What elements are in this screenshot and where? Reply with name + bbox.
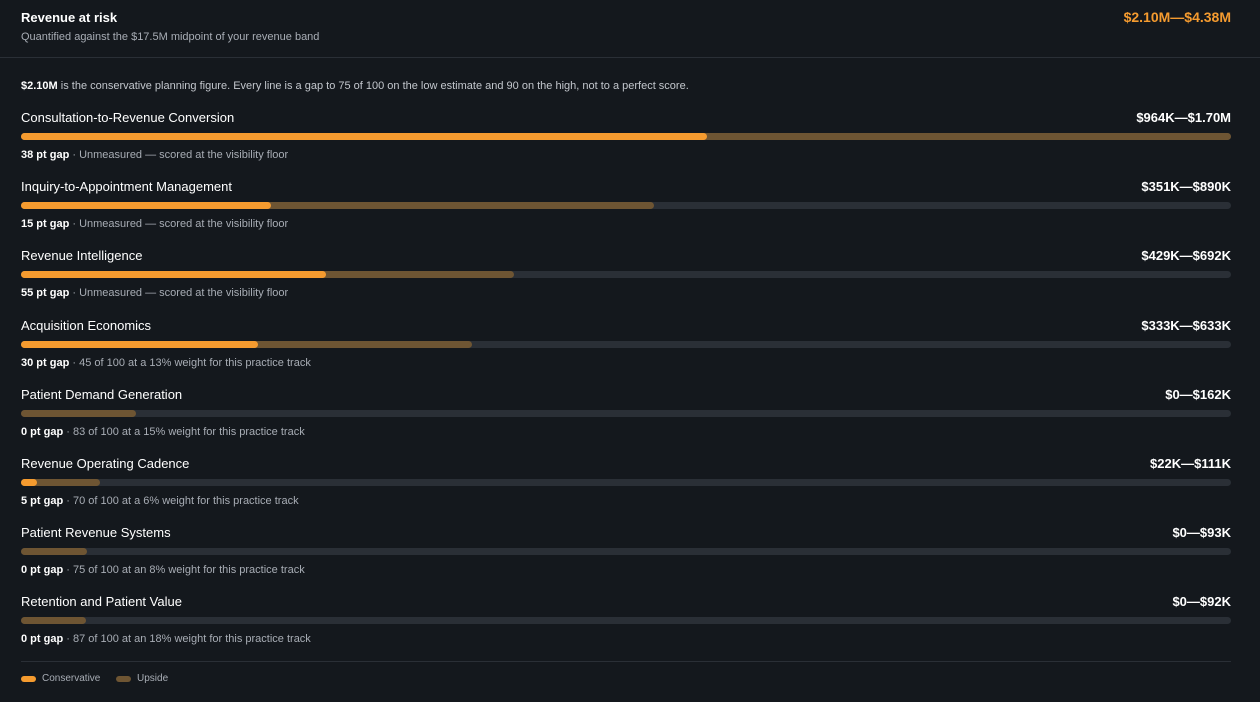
title: Revenue at risk [21, 10, 118, 25]
gap: 0 pt gap [21, 564, 64, 577]
row-range: $0—$162K [1165, 386, 1231, 402]
row-meta: 0 pt gap · 83 of 100 at a 15% weight for… [21, 426, 305, 438]
row-meta: 55 pt gap · Unmeasured — scored at the v… [21, 287, 288, 299]
total-range: $2.10M—$4.38M [1123, 9, 1231, 25]
note: · 45 of 100 at a 13% weight for this pra… [72, 356, 311, 369]
gap: 38 pt gap [21, 149, 70, 161]
row-name: Revenue Operating Cadence [21, 456, 190, 471]
row-name: Patient Demand Generation [21, 386, 183, 402]
row-range: $333K—$633K [1141, 317, 1231, 333]
bar-track [21, 617, 1231, 625]
bar-track [21, 479, 1231, 486]
legend-swatch [21, 676, 36, 682]
row-meta: 0 pt gap · 87 of 100 at an 18% weight fo… [21, 633, 311, 645]
subtitle: Quantified against the $17.5M midpoint o… [21, 31, 320, 43]
row-name: Patient Revenue Systems [21, 525, 171, 541]
row-name: Consultation-to-Revenue Conversion [21, 110, 235, 125]
row-name: Revenue Intelligence [21, 248, 143, 264]
row-meta: 0 pt gap · 75 of 100 at an 8% weight for… [21, 564, 305, 576]
conservative-bar [21, 271, 327, 279]
note: · 75 of 100 at an 8% weight for this pra… [66, 564, 305, 577]
row-range: $351K—$890K [1141, 179, 1231, 195]
row-meta: 38 pt gap · Unmeasured — scored at the v… [21, 149, 288, 161]
gap: 5 pt gap [21, 495, 64, 507]
upside-bar [21, 202, 655, 210]
conservative-bar [21, 202, 271, 210]
gap: 0 pt gap [21, 425, 64, 438]
note: · 87 of 100 at an 18% weight for this pr… [66, 633, 311, 646]
divider [21, 661, 1231, 662]
gap: 15 pt gap [21, 218, 70, 231]
bar-track [21, 548, 1231, 556]
conservative-bar [21, 340, 259, 348]
row-name: Retention and Patient Value [21, 594, 182, 610]
upside-bar [21, 479, 100, 486]
conservative-bar [21, 479, 37, 486]
bar-track [21, 271, 1231, 279]
row-range: $0—$92K [1172, 594, 1231, 610]
note: · 83 of 100 at a 15% weight for this pra… [66, 425, 305, 438]
row-meta: 5 pt gap · 70 of 100 at a 6% weight for … [21, 495, 299, 507]
note: · Unmeasured — scored at the visibility … [72, 218, 289, 231]
legend-swatch [116, 676, 131, 682]
gap: 55 pt gap [21, 287, 70, 300]
row-meta: 15 pt gap · Unmeasured — scored at the v… [21, 218, 288, 230]
conservative-bar [21, 133, 708, 140]
upside-bar [21, 617, 87, 625]
intro-text: is the conservative planning figure. Eve… [60, 80, 689, 92]
upside-bar [21, 548, 88, 556]
row-range: $964K—$1.70M [1136, 110, 1231, 125]
row-range: $429K—$692K [1141, 248, 1231, 264]
intro-figure: $2.10M [21, 80, 58, 92]
intro: $2.10M is the conservative planning figu… [21, 80, 689, 92]
divider [0, 57, 1260, 58]
row-name: Inquiry-to-Appointment Management [21, 179, 233, 195]
note: · 70 of 100 at a 6% weight for this prac… [66, 495, 299, 507]
row-range: $0—$93K [1172, 525, 1231, 541]
legend-label: Upside [137, 673, 169, 684]
note: · Unmeasured — scored at the visibility … [72, 149, 289, 161]
row-range: $22K—$111K [1150, 456, 1231, 471]
legend-label: Conservative [42, 673, 101, 684]
upside-bar [21, 409, 137, 417]
gap: 0 pt gap [21, 633, 64, 646]
bar-track [21, 340, 1231, 348]
bar-track [21, 409, 1231, 417]
gap: 30 pt gap [21, 356, 70, 369]
row-meta: 30 pt gap · 45 of 100 at a 13% weight fo… [21, 357, 311, 369]
row-name: Acquisition Economics [21, 317, 152, 333]
note: · Unmeasured — scored at the visibility … [72, 287, 289, 300]
